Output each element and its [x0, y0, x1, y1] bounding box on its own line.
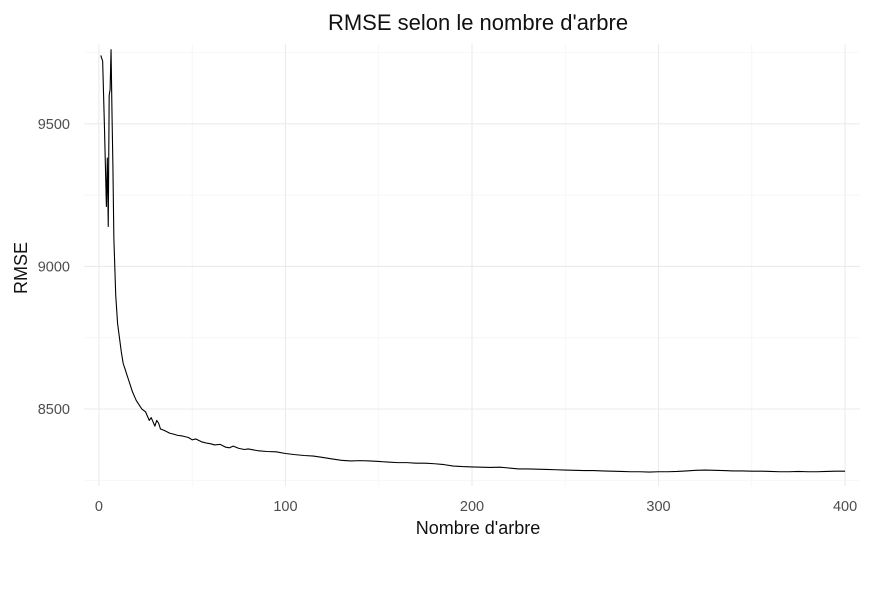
- grid-layer: [84, 44, 860, 486]
- y-tick-label: 9500: [38, 117, 70, 133]
- x-tick-label: 400: [833, 499, 857, 515]
- x-tick-label: 100: [273, 499, 297, 515]
- rmse-series-line: [100, 49, 846, 473]
- y-tick-label: 8500: [38, 402, 70, 418]
- x-tick-label: 0: [95, 499, 103, 515]
- series-layer: [100, 49, 846, 473]
- y-tick-label: 9000: [38, 259, 70, 275]
- x-tick-label: 200: [460, 499, 484, 515]
- x-tick-label: 300: [646, 499, 670, 515]
- x-axis-title: Nombre d'arbre: [416, 518, 541, 538]
- chart-title: RMSE selon le nombre d'arbre: [328, 10, 628, 35]
- y-axis-title: RMSE: [11, 242, 31, 294]
- y-axis-ticks: 8500 9000 9500: [38, 117, 70, 418]
- x-axis-ticks: 0 100 200 300 400: [95, 499, 857, 515]
